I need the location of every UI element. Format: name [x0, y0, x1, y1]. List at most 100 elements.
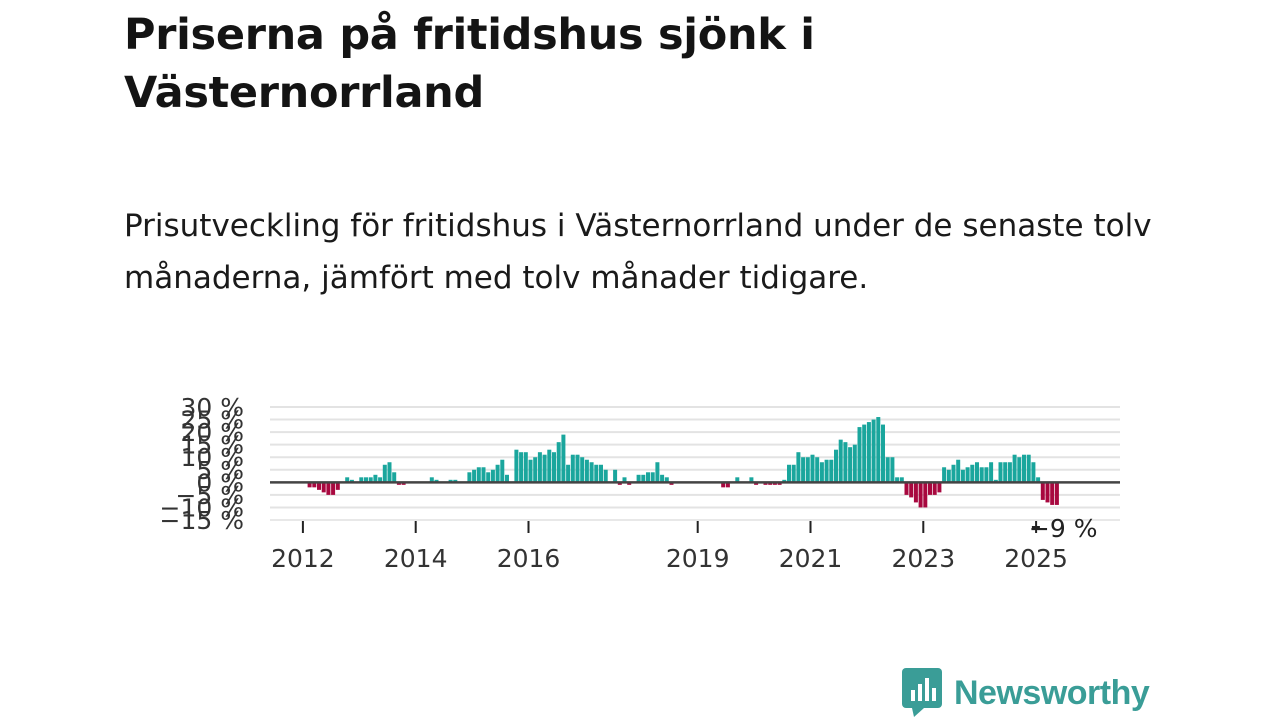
bar: [810, 454, 815, 483]
bar: [951, 464, 956, 483]
bar: [580, 457, 585, 483]
x-tick-label: 2021: [779, 544, 843, 573]
newsworthy-brand: Newsworthy: [902, 668, 1150, 718]
x-tick-label: 2012: [271, 544, 335, 573]
bar: [514, 449, 519, 483]
bar: [815, 457, 820, 483]
price-change-bar-chart: −15 %−10 %−5 %0 %5 %10 %15 %20 %25 %30 %…: [160, 393, 1120, 573]
chart-subtitle: Prisutveckling för fritidshus i Västerno…: [124, 208, 1152, 296]
bar: [895, 477, 900, 483]
y-tick-label: −15 %: [160, 506, 244, 535]
bar: [1022, 454, 1026, 483]
bar: [852, 444, 857, 483]
bar: [829, 459, 834, 483]
bar: [490, 469, 495, 483]
bar: [556, 442, 561, 483]
bar: [721, 482, 726, 488]
bar: [401, 482, 406, 485]
bar: [335, 482, 340, 490]
bar: [617, 482, 622, 485]
bar: [843, 442, 848, 483]
bar: [913, 482, 918, 503]
grid-lines: [270, 406, 1120, 521]
bar: [824, 459, 829, 483]
bar: [364, 477, 368, 483]
y-tick-label: 25 %: [180, 406, 244, 435]
bar: [650, 472, 655, 483]
bar: [622, 477, 627, 483]
x-tick-label: 2025: [1004, 544, 1068, 573]
bar: [937, 482, 942, 493]
bar: [772, 482, 777, 485]
y-tick-label: 20 %: [180, 418, 244, 447]
bar: [472, 469, 477, 483]
bar: [918, 482, 923, 508]
bar: [476, 467, 481, 483]
bar: [989, 462, 994, 483]
bar: [500, 459, 505, 483]
bar: [547, 449, 552, 483]
bar: [382, 464, 387, 483]
bar: [519, 452, 524, 483]
bar: [321, 482, 326, 493]
y-axis-tick-labels: −15 %−10 %−5 %0 %5 %10 %15 %20 %25 %30 %: [160, 393, 244, 535]
bar: [979, 467, 984, 483]
bar: [960, 469, 965, 483]
bar: [970, 464, 975, 483]
bar: [307, 482, 312, 488]
bar: [453, 479, 458, 483]
bar: [599, 464, 603, 483]
newsworthy-logo-icon: [902, 668, 942, 717]
bar: [946, 469, 951, 483]
bar: [876, 417, 881, 483]
bar: [932, 482, 937, 495]
bar-series: [307, 417, 1059, 508]
x-tick-label: 2014: [384, 544, 448, 573]
bar: [885, 457, 890, 483]
bar: [777, 482, 782, 485]
bar: [505, 474, 509, 483]
bar: [899, 477, 904, 483]
bar: [603, 469, 608, 483]
bar: [1050, 482, 1055, 505]
bar: [373, 474, 378, 483]
chart-title: Priserna på fritidshus sjönk i Västernor…: [124, 10, 815, 118]
bar: [890, 457, 895, 483]
bar: [819, 462, 824, 483]
bar: [928, 482, 932, 495]
bar: [387, 462, 392, 483]
bar: [552, 452, 556, 483]
bar: [523, 452, 528, 483]
bar: [589, 462, 594, 483]
bar: [481, 467, 486, 483]
bar: [566, 464, 571, 483]
bar: [575, 454, 580, 483]
bar: [594, 464, 599, 483]
y-tick-label: −10 %: [160, 493, 244, 522]
bar: [429, 477, 434, 483]
bar: [1054, 482, 1059, 505]
bar: [942, 467, 947, 483]
bar: [725, 482, 730, 488]
bar: [838, 439, 843, 483]
bar: [378, 477, 383, 483]
last-value-label: −9 %: [1029, 514, 1098, 543]
bar: [834, 449, 838, 483]
bar: [669, 482, 674, 485]
bar: [866, 422, 871, 483]
bar: [664, 477, 669, 483]
bar: [636, 474, 641, 483]
bar: [904, 482, 909, 495]
bar: [768, 482, 773, 485]
y-tick-label: 10 %: [180, 443, 244, 472]
bar: [975, 462, 979, 483]
x-tick-label: 2023: [891, 544, 955, 573]
bar: [561, 434, 566, 483]
bar: [735, 477, 740, 483]
bar: [1040, 482, 1045, 500]
bar: [349, 479, 354, 483]
bar: [533, 457, 538, 483]
y-tick-label: −5 %: [175, 481, 244, 510]
x-tick-label: 2019: [666, 544, 730, 573]
bar: [749, 477, 754, 483]
